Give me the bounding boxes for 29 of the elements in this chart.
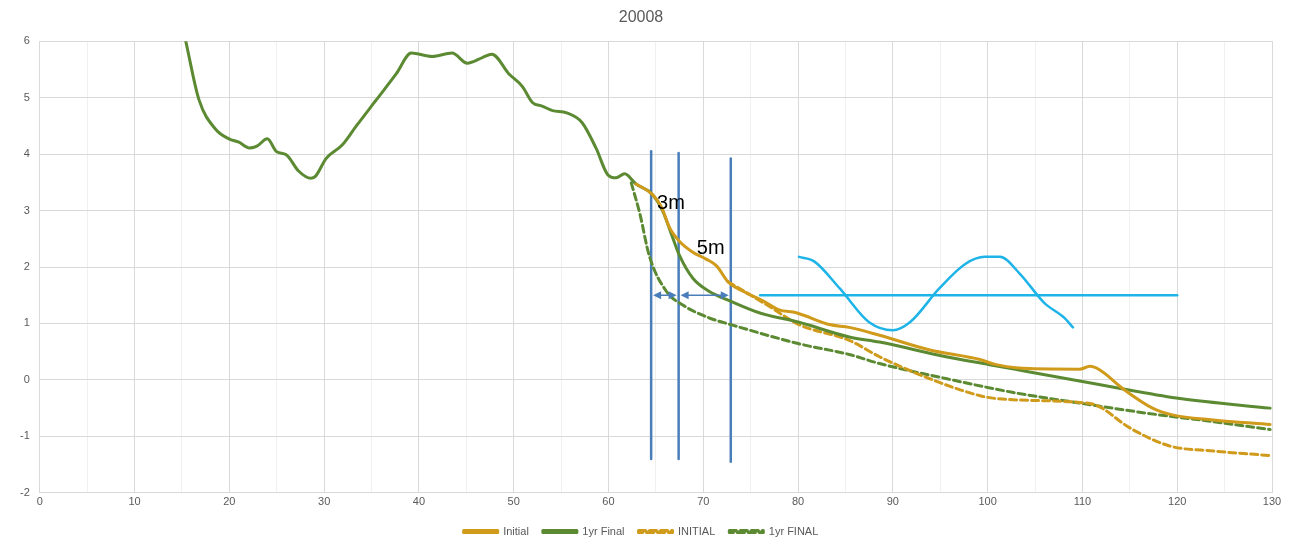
y-tick-label: 6 <box>23 34 30 47</box>
x-tick-label: 0 <box>36 495 43 508</box>
y-tick-label: 2 <box>23 260 30 273</box>
x-tick-label: 20 <box>223 495 236 508</box>
x-tick-label: 130 <box>1262 495 1282 508</box>
x-tick-label: 10 <box>128 495 141 508</box>
x-tick-label: 30 <box>318 495 331 508</box>
legend-label: 1yr Final <box>582 524 625 537</box>
x-tick-label: 80 <box>791 495 805 508</box>
chart-title: 20008 <box>618 8 664 26</box>
y-tick-label: 4 <box>23 147 30 160</box>
y-tick-label: 0 <box>23 372 30 385</box>
y-tick-label: 3 <box>23 203 30 216</box>
legend-label: INITIAL <box>678 524 716 537</box>
x-tick-label: 50 <box>507 495 520 508</box>
y-tick-label: -1 <box>20 429 30 442</box>
legend-label: Initial <box>503 524 529 537</box>
annotation: 5m <box>696 235 725 258</box>
y-tick-label: 1 <box>23 316 30 329</box>
x-tick-label: 100 <box>978 495 997 508</box>
y-tick-label: 5 <box>23 90 30 103</box>
x-tick-label: 70 <box>697 495 710 508</box>
x-tick-label: 90 <box>886 495 899 508</box>
x-tick-label: 120 <box>1168 495 1187 508</box>
x-tick-label: 60 <box>602 495 615 508</box>
legend-label: 1yr FINAL <box>768 524 819 537</box>
x-tick-label: 110 <box>1073 495 1092 508</box>
y-tick-label: -2 <box>20 485 30 498</box>
x-tick-label: 40 <box>412 495 426 508</box>
